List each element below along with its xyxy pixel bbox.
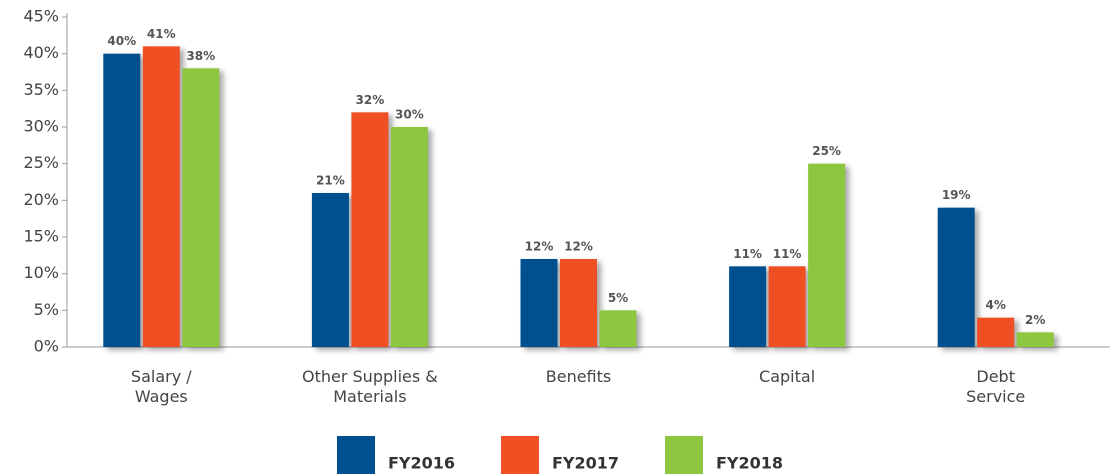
y-tick-label: 45% bbox=[23, 7, 59, 26]
value-label: 5% bbox=[608, 291, 628, 305]
y-tick-label: 15% bbox=[23, 227, 59, 246]
value-label: 21% bbox=[316, 174, 345, 188]
value-label: 25% bbox=[812, 144, 841, 158]
value-label: 4% bbox=[986, 298, 1006, 312]
bar bbox=[182, 68, 220, 347]
legend-label: FY2018 bbox=[716, 454, 783, 473]
value-label: 12% bbox=[525, 240, 554, 254]
y-tick-label: 25% bbox=[23, 153, 59, 172]
value-label: 19% bbox=[942, 188, 971, 202]
x-tick-label: Capital bbox=[759, 367, 816, 386]
bar bbox=[729, 266, 767, 347]
bar bbox=[103, 53, 141, 348]
y-tick-label: 0% bbox=[34, 337, 59, 356]
legend-swatch bbox=[337, 436, 375, 474]
y-tick-label: 5% bbox=[34, 300, 59, 319]
value-label: 2% bbox=[1025, 313, 1045, 327]
bar bbox=[311, 193, 349, 347]
y-tick-label: 40% bbox=[23, 43, 59, 62]
value-label: 38% bbox=[186, 49, 215, 63]
value-label: 40% bbox=[107, 34, 136, 48]
bar bbox=[599, 310, 637, 347]
value-label: 30% bbox=[395, 108, 424, 122]
value-label: 41% bbox=[147, 27, 176, 41]
bar bbox=[977, 317, 1015, 347]
bar bbox=[937, 207, 975, 347]
bar bbox=[390, 127, 428, 347]
legend-label: FY2017 bbox=[552, 454, 619, 473]
y-tick-label: 30% bbox=[23, 117, 59, 136]
value-label: 11% bbox=[773, 247, 802, 261]
bar bbox=[560, 259, 597, 347]
legend-label: FY2016 bbox=[388, 454, 455, 473]
legend-swatch bbox=[665, 436, 703, 474]
bar bbox=[1016, 332, 1054, 347]
legend-swatch bbox=[501, 436, 539, 474]
bar bbox=[351, 112, 389, 347]
x-tick-label: Salary / Wages bbox=[130, 367, 192, 406]
bar bbox=[768, 266, 806, 347]
bar bbox=[142, 46, 180, 347]
x-tick-label: Benefits bbox=[545, 367, 612, 386]
y-tick-label: 35% bbox=[23, 80, 59, 99]
value-label: 11% bbox=[733, 247, 762, 261]
bar bbox=[808, 163, 846, 347]
x-tick-label: Other Supplies & Materials bbox=[302, 367, 438, 406]
value-label: 12% bbox=[564, 240, 593, 254]
bar bbox=[520, 259, 558, 347]
y-tick-label: 10% bbox=[23, 263, 59, 282]
value-label: 32% bbox=[356, 93, 385, 107]
x-tick-label: Debt Service bbox=[966, 367, 1026, 406]
y-tick-label: 20% bbox=[23, 190, 59, 209]
